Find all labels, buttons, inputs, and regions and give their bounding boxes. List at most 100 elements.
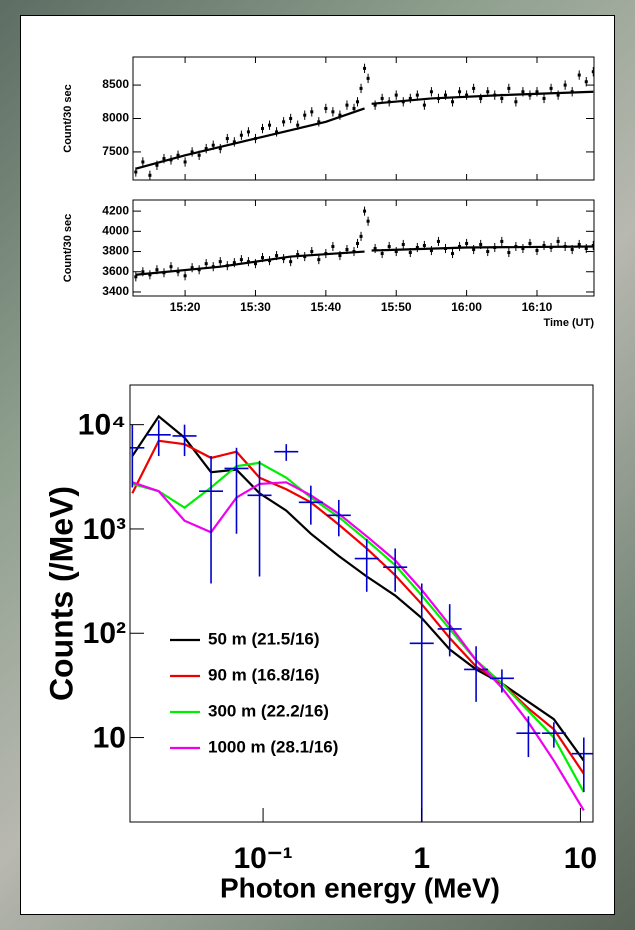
data-point xyxy=(289,260,293,264)
legend-label: 300 m (22.2/16) xyxy=(208,701,329,720)
y-tick-label: 4000 xyxy=(102,223,129,237)
data-point xyxy=(282,120,286,124)
axes-frame xyxy=(132,199,595,297)
x-tick-label: 15:20 xyxy=(170,300,201,314)
x-tick-label: 10 xyxy=(564,842,597,875)
data-point xyxy=(373,247,377,251)
data-point xyxy=(570,248,574,252)
data-point xyxy=(352,106,356,110)
data-point xyxy=(190,266,194,270)
data-point xyxy=(591,70,594,74)
data-point xyxy=(584,80,588,84)
legend-label: 50 m (21.5/16) xyxy=(208,629,320,648)
data-point xyxy=(415,245,419,249)
data-point xyxy=(380,96,384,100)
data-point xyxy=(310,110,314,114)
data-point xyxy=(310,250,314,254)
data-point xyxy=(415,93,419,97)
y-tick-label: 3800 xyxy=(102,244,129,258)
legend-label: 1000 m (28.1/16) xyxy=(208,737,338,756)
data-point xyxy=(472,86,476,90)
x-axis-label: Photon energy (MeV) xyxy=(220,872,500,903)
data-point xyxy=(366,219,370,223)
y-tick-label: 3600 xyxy=(102,264,129,278)
data-point xyxy=(486,250,490,254)
data-point xyxy=(183,160,187,164)
data-point xyxy=(408,251,412,255)
data-point xyxy=(507,251,511,255)
y-axis-label: Counts (/MeV) xyxy=(43,486,79,701)
data-point xyxy=(331,110,335,114)
data-point xyxy=(275,254,279,258)
data-point xyxy=(436,239,440,243)
data-point xyxy=(261,127,265,131)
y-tick-label: 8500 xyxy=(102,77,129,91)
data-point xyxy=(183,274,187,278)
data-point xyxy=(162,157,166,161)
data-point xyxy=(521,90,525,94)
x-axis-label: Time (UT) xyxy=(543,317,594,329)
data-point xyxy=(204,262,208,266)
data-point xyxy=(169,265,173,269)
y-axis-label: Count/30 sec xyxy=(62,84,74,152)
data-point xyxy=(514,100,518,104)
data-point xyxy=(422,103,426,107)
data-point xyxy=(535,249,539,253)
fit-curve xyxy=(371,90,594,105)
data-point xyxy=(296,253,300,257)
data-point xyxy=(394,250,398,254)
data-point xyxy=(345,103,349,107)
data-point xyxy=(338,113,342,117)
data-point xyxy=(373,103,377,107)
data-point xyxy=(500,239,504,243)
data-point xyxy=(542,96,546,100)
data-point xyxy=(148,273,152,277)
x-tick-label: 15:40 xyxy=(310,300,341,314)
data-point xyxy=(275,130,279,134)
data-point xyxy=(141,270,145,274)
data-point xyxy=(363,66,367,70)
data-point xyxy=(218,260,222,264)
data-point xyxy=(429,90,433,94)
data-point xyxy=(345,248,349,252)
data-point xyxy=(289,117,293,120)
data-point xyxy=(500,96,504,100)
data-point xyxy=(380,252,384,256)
data-point xyxy=(408,96,412,100)
data-point xyxy=(363,209,367,213)
data-point xyxy=(577,73,581,77)
data-point xyxy=(521,247,525,251)
y-tick-label: 10 xyxy=(93,721,126,754)
data-point xyxy=(366,76,370,80)
y-tick-label: 7500 xyxy=(102,144,129,158)
data-point xyxy=(542,243,546,247)
data-point xyxy=(465,241,469,245)
data-point xyxy=(577,242,581,246)
data-point xyxy=(239,258,243,262)
plot-area xyxy=(134,63,594,180)
data-point xyxy=(549,86,553,90)
data-point xyxy=(451,252,455,256)
data-point xyxy=(232,261,236,265)
data-point xyxy=(486,90,490,94)
data-point xyxy=(253,262,257,266)
y-tick-label: 10² xyxy=(83,617,126,650)
data-point xyxy=(296,123,300,127)
x-tick-label: 15:50 xyxy=(381,300,412,314)
fit-curve xyxy=(135,107,365,170)
x-tick-label: 16:10 xyxy=(522,300,553,314)
data-point xyxy=(458,244,462,248)
data-point xyxy=(246,130,250,134)
data-point xyxy=(429,249,433,253)
data-point xyxy=(535,90,539,94)
data-point xyxy=(268,123,272,127)
data-point xyxy=(507,86,511,90)
data-point xyxy=(317,120,321,124)
y-tick-label: 3400 xyxy=(102,284,129,298)
data-point xyxy=(134,275,138,279)
plot-area xyxy=(130,414,593,822)
axes-frame xyxy=(129,384,594,823)
data-point xyxy=(317,258,321,262)
